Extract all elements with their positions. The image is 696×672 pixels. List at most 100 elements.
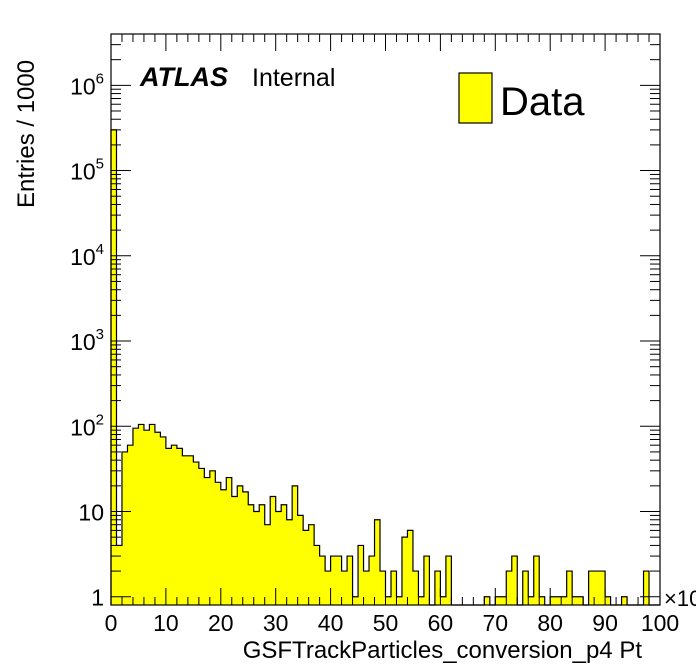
histogram-bar <box>374 519 381 605</box>
histogram-bar <box>132 428 139 605</box>
histogram-bar <box>165 448 172 605</box>
histogram-bar <box>160 436 167 605</box>
y-tick-labels: 1 10 102 103 104 105 106 <box>70 70 104 610</box>
histogram-bar <box>111 129 117 605</box>
histogram-bar <box>385 596 392 605</box>
histogram-bar <box>127 445 134 605</box>
histogram-bar <box>380 571 386 605</box>
histogram-bar <box>555 596 562 605</box>
histogram-bar <box>341 571 348 605</box>
y-tick-label: 104 <box>70 241 104 270</box>
histogram-bar <box>594 571 600 605</box>
x-tick-label: 0 <box>105 610 118 636</box>
histogram-bar <box>539 596 546 605</box>
histogram-bar <box>281 504 287 605</box>
legend-label: Data <box>500 80 585 124</box>
histogram-bar <box>347 556 353 605</box>
histogram-bar <box>220 489 227 605</box>
histogram-bar <box>407 530 414 605</box>
y-axis-title: Entries / 1000 <box>13 60 40 208</box>
y-tick-label: 105 <box>70 156 104 185</box>
histogram-bar <box>314 545 320 605</box>
histogram-bar <box>434 571 441 605</box>
x-tick-label: 50 <box>373 610 399 636</box>
histogram-bar <box>561 596 567 605</box>
histogram-bar <box>259 504 266 605</box>
histogram-bar <box>506 571 513 605</box>
histogram-bar <box>286 519 293 605</box>
histogram-bar <box>143 430 150 605</box>
x-tick-label: 90 <box>592 610 618 636</box>
histogram-bar <box>577 596 584 605</box>
histogram-bar <box>154 432 161 605</box>
x-axis-ticks <box>110 34 661 605</box>
histogram-bar <box>588 571 595 605</box>
histogram-bar <box>253 511 260 605</box>
histogram-bar <box>511 556 518 605</box>
histogram-bar <box>550 596 556 605</box>
histogram-bar <box>242 491 249 605</box>
histogram-bar <box>270 496 276 605</box>
histogram-bar <box>599 571 606 605</box>
histogram-bar <box>248 504 255 605</box>
histogram-bar <box>215 482 222 605</box>
histogram-bar <box>500 596 507 605</box>
y-axis-ticks <box>111 33 660 598</box>
x-tick-label: 10 <box>153 610 179 636</box>
histogram-bar <box>198 468 205 605</box>
histogram-bar <box>176 448 183 605</box>
legend-swatch <box>458 72 493 124</box>
histogram-bar <box>193 462 200 605</box>
histogram-bar <box>116 545 123 605</box>
histogram-bar <box>264 524 271 605</box>
histogram-bar <box>605 596 611 605</box>
histogram-bar <box>303 530 309 605</box>
histogram-bar <box>187 455 194 605</box>
histogram-bar <box>621 596 628 605</box>
histogram-bar <box>423 556 430 605</box>
histogram-bar <box>297 515 304 605</box>
histogram-bars <box>111 129 650 605</box>
histogram-bar <box>369 556 375 605</box>
y-tick-label: 103 <box>70 326 104 355</box>
histogram-bar <box>226 477 233 605</box>
x-tick-label: 30 <box>263 610 289 636</box>
atlas-label: ATLAS <box>139 62 228 92</box>
histogram-bar <box>396 596 403 605</box>
histogram-bar <box>566 571 573 605</box>
histogram-bar <box>418 596 425 605</box>
histogram-bar <box>533 556 540 605</box>
x-tick-label: 100 <box>641 610 679 636</box>
internal-label: Internal <box>252 64 335 92</box>
histogram-bar <box>643 571 650 605</box>
histogram-bar <box>495 596 502 605</box>
histogram-bar <box>209 470 216 605</box>
histogram-bar <box>204 477 211 605</box>
histogram-bar <box>121 451 128 605</box>
histogram-bar <box>325 571 331 605</box>
histogram-bar <box>275 511 282 605</box>
histogram-bar <box>308 524 315 605</box>
x-axis-title: GSFTrackParticles_conversion_p4 Pt <box>243 637 643 664</box>
histogram-bar <box>484 596 491 605</box>
x-tick-label: 60 <box>428 610 454 636</box>
x-tick-label: 80 <box>537 610 563 636</box>
y-tick-label: 102 <box>70 411 104 440</box>
y-tick-label: 10 <box>78 500 104 526</box>
x-tick-label: 40 <box>318 610 344 636</box>
histogram-bar <box>319 556 326 605</box>
legend: Data <box>458 72 585 124</box>
histogram-bar <box>171 445 178 605</box>
histogram-bar <box>363 571 370 605</box>
x-tick-label: 20 <box>208 610 234 636</box>
histogram-bar <box>445 556 452 605</box>
histogram-bar <box>330 556 337 605</box>
histogram-bar <box>149 424 156 605</box>
histogram-bar <box>352 596 359 605</box>
histogram-bar <box>358 545 364 605</box>
x-multiplier-label: ×10³ <box>664 586 696 611</box>
y-tick-label: 106 <box>70 70 104 99</box>
histogram-bar <box>401 537 408 605</box>
histogram-bar <box>440 596 447 605</box>
